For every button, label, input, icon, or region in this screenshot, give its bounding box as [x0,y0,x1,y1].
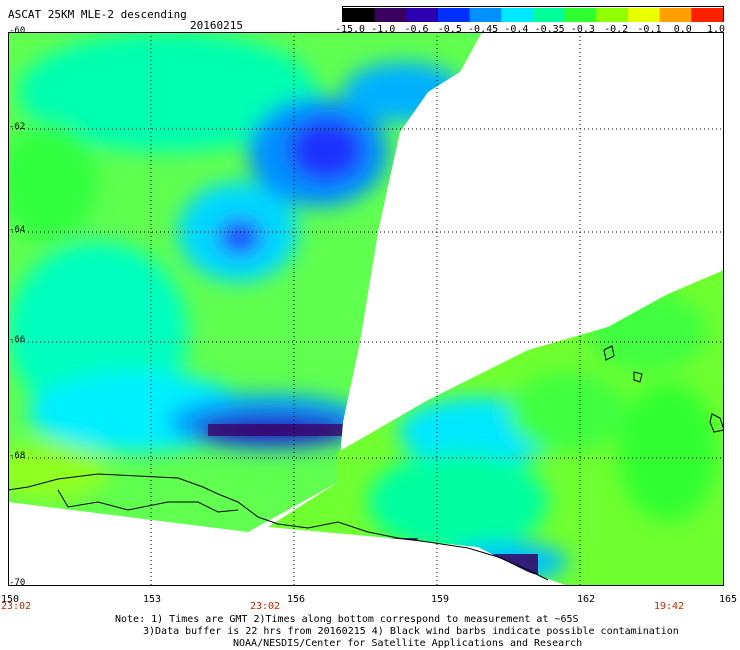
colorbar-swatch [501,8,534,22]
colorbar-label: -1.0 [371,24,396,35]
lon-label: 165 [718,594,738,605]
colorbar-label: -0.3 [570,24,595,35]
map-frame [8,32,724,586]
time-label: 23:02 [0,601,32,612]
colorbar-swatch [406,8,439,22]
swath-west [8,32,482,532]
product-title: ASCAT 25KM MLE-2 descending [8,8,187,21]
colorbar-swatches [343,8,724,22]
note-line-2: 3)Data buffer is 22 hrs from 20160215 4)… [143,626,679,637]
wind-map [8,32,724,586]
lat-label: -70 [9,578,26,588]
colorbar [342,6,724,22]
note-line-1: Note: 1) Times are GMT 2)Times along bot… [115,614,579,625]
product-date: 20160215 [190,19,243,32]
colorbar-swatch [469,8,502,22]
lon-label: 153 [142,594,162,605]
time-label: 19:42 [653,601,685,612]
lon-label: 156 [286,594,306,605]
coastline [8,473,549,581]
note-line-3: NOAA/NESDIS/Center for Satellite Applica… [233,638,583,649]
lat-label: -64 [9,225,26,235]
colorbar-label: 1.0 [706,24,726,35]
lat-label: -66 [9,335,26,345]
colorbar-swatch [659,8,692,22]
lat-label: -68 [9,451,26,461]
colorbar-swatch [628,8,661,22]
lon-label: 162 [576,594,596,605]
lat-label: -60 [9,26,26,36]
colorbar-label: -0.6 [404,24,429,35]
colorbar-label: -0.2 [604,24,629,35]
lon-label: 150 [0,594,20,605]
time-label: 23:02 [249,601,281,612]
colorbar-swatch [374,8,407,22]
lat-label: -62 [9,122,26,132]
colorbar-swatch [564,8,597,22]
lon-label: 159 [430,594,450,605]
lat-lon-grid [8,32,724,586]
colorbar-label: -0.4 [504,24,529,35]
colorbar-swatch [343,8,376,22]
colorbar-swatch [691,8,724,22]
colorbar-swatch [533,8,566,22]
colorbar-swatch [596,8,629,22]
colorbar-swatch [438,8,471,22]
colorbar-label: -0.35 [534,24,565,35]
colorbar-label: -0.45 [468,24,499,35]
colorbar-label: 0.0 [673,24,692,35]
colorbar-label: -15.0 [334,24,366,35]
colorbar-label: -0.1 [637,24,662,35]
colorbar-label: -0.5 [437,24,462,35]
